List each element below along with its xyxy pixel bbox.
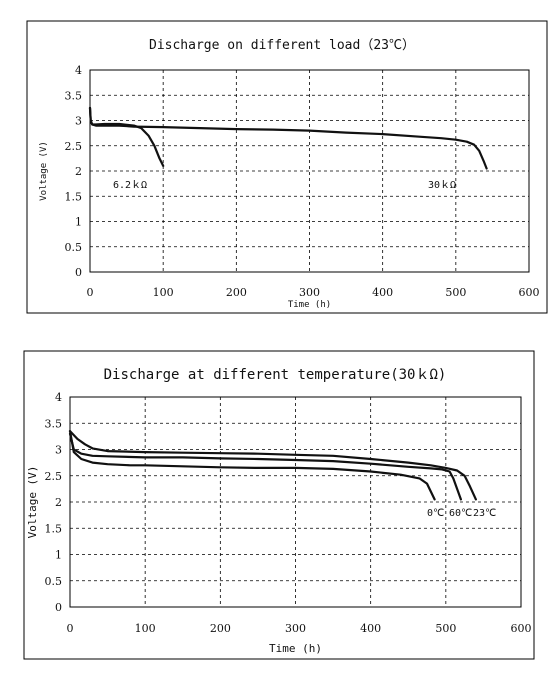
x-tick-label: 0: [87, 286, 94, 299]
y-tick-label: 1: [75, 216, 82, 229]
y-tick-label: 0.5: [65, 241, 83, 254]
series-line-1: [68, 432, 462, 501]
chart-frame: [26, 20, 548, 314]
y-tick-label: 1.5: [65, 190, 83, 203]
y-tick-label: 1.5: [45, 522, 63, 535]
x-tick-label: 0: [67, 622, 74, 635]
curve-label: 60℃: [449, 508, 472, 519]
y-tick-label: 3.5: [45, 417, 63, 430]
x-axis-label: Time (h): [269, 642, 322, 655]
chart-title: Discharge on different load（23℃）: [149, 38, 415, 53]
x-tick-label: 600: [511, 622, 532, 635]
chart-title: Discharge at different temperature(30ｋΩ): [104, 367, 447, 383]
y-tick-label: 4: [75, 64, 82, 77]
y-tick-label: 2.5: [45, 470, 63, 483]
chart-panel-load: 0 100 200 300 400 500 600 0 0.5 1 1.5 2 2.5 3 3.5 4 Disc…: [0, 0, 560, 330]
y-tick-label: 2: [75, 165, 82, 178]
x-tick-label: 400: [360, 622, 381, 635]
series-line-1: [88, 106, 488, 170]
y-axis-label: Voltage (V): [39, 141, 49, 201]
y-tick-label: 4: [55, 391, 62, 404]
curve-label: 6.2ｋΩ: [113, 179, 147, 191]
x-tick-label: 300: [285, 622, 306, 635]
x-tick-label: 400: [372, 286, 393, 299]
y-axis-label: Voltage (V): [26, 466, 39, 539]
y-tick-label: 3.5: [65, 89, 83, 102]
x-tick-label: 200: [210, 622, 231, 635]
x-tick-label: 200: [226, 286, 247, 299]
x-tick-label: 500: [445, 286, 466, 299]
y-tick-label: 1: [55, 549, 62, 562]
x-tick-label: 100: [153, 286, 174, 299]
y-tick-label: 2: [55, 496, 62, 509]
y-tick-label: 2.5: [65, 140, 83, 153]
chart-frame: [23, 350, 535, 660]
x-tick-label: 300: [299, 286, 320, 299]
x-tick-label: 500: [435, 622, 456, 635]
chart-panel-temperature: 0 100 200 300 400 500 600 0 0.5 1 1.5 2 2.5 3 3.5 4 Disc…: [0, 340, 560, 681]
plot-area: [89, 69, 530, 273]
series-line-0: [88, 106, 165, 167]
series-line-0: [68, 430, 436, 501]
y-tick-label: 0: [75, 266, 82, 279]
x-tick-label: 600: [519, 286, 540, 299]
curve-label: 0℃: [427, 508, 444, 519]
discharge-temperature-chart: 0 100 200 300 400 500 600 0 0.5 1 1.5 2 2.5 3 3.5 4 Disc…: [23, 350, 535, 660]
plot-area: [69, 396, 522, 608]
y-tick-label: 3: [75, 115, 82, 128]
curve-label: 23℃: [473, 508, 496, 519]
series-line-2: [68, 430, 477, 501]
x-tick-label: 100: [135, 622, 156, 635]
y-tick-label: 3: [55, 444, 62, 457]
discharge-load-chart: 0 100 200 300 400 500 600 0 0.5 1 1.5 2 2.5 3 3.5 4 Disc…: [26, 20, 548, 314]
curve-label: 30ｋΩ: [428, 179, 456, 191]
x-axis-label: Time (h): [288, 300, 331, 310]
y-tick-label: 0: [55, 601, 62, 614]
y-tick-label: 0.5: [45, 575, 63, 588]
